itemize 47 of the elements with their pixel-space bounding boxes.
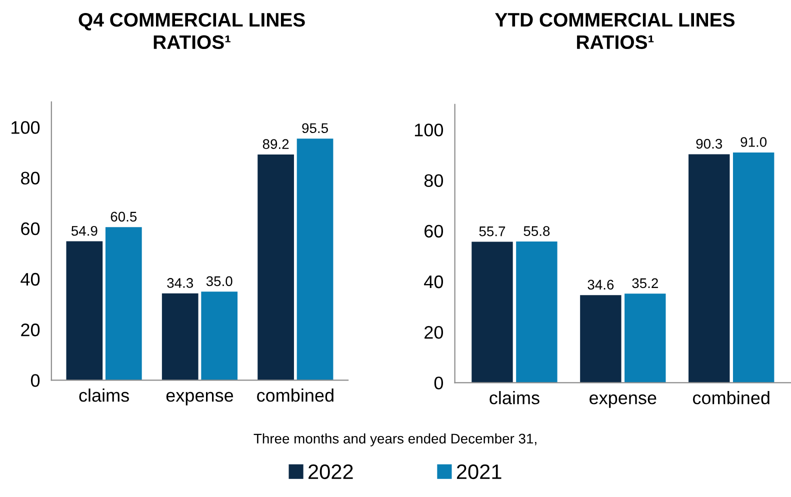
data-label: 91.0 [740, 137, 767, 147]
x-tick-label: combined [692, 391, 770, 404]
y-tick-label: 60 [424, 224, 444, 238]
data-label: 34.3 [167, 278, 194, 288]
data-label: 55.7 [479, 226, 506, 236]
y-tick-label: 40 [424, 275, 444, 288]
data-label: 95.5 [302, 123, 328, 134]
data-label: 90.3 [696, 138, 722, 149]
y-tick-label: 0 [30, 374, 40, 387]
x-tick-label: claims [79, 388, 129, 402]
legend-label: 2022 [308, 464, 353, 480]
y-tick-label: 100 [414, 124, 444, 136]
y-tick-label: 20 [424, 326, 444, 339]
data-label: 35.0 [206, 276, 232, 286]
x-tick-label: expense [166, 392, 234, 406]
y-tick-label: 100 [12, 121, 40, 134]
chart-title: Q4 COMMERCIAL LINES RATIOS¹ [78, 12, 305, 50]
data-label: 89.2 [262, 139, 289, 149]
bar [105, 227, 142, 380]
bar [732, 152, 774, 383]
bar [296, 138, 334, 380]
y-tick-label: 40 [20, 272, 40, 286]
legend-label: 2021 [456, 464, 502, 480]
text: Three months and years ended December 31, [254, 433, 536, 446]
y-tick-label: 80 [424, 174, 444, 187]
y-tick-label: 80 [21, 172, 40, 185]
data-label: 54.9 [71, 226, 98, 236]
x-tick-label: claims [490, 391, 540, 404]
bar [580, 295, 622, 383]
bar [516, 242, 558, 383]
data-label: 34.6 [588, 280, 614, 290]
bar [688, 154, 730, 383]
bar [624, 294, 666, 383]
data-label: 55.8 [524, 226, 550, 236]
x-tick-label: expense [590, 394, 656, 408]
data-label: 35.2 [632, 278, 658, 288]
bar [258, 154, 294, 380]
y-tick-label: 20 [21, 324, 40, 336]
bar [162, 293, 198, 380]
y-tick-label: 60 [21, 222, 40, 236]
bar [66, 241, 103, 380]
bar [472, 242, 513, 383]
chart-title: YTD COMMERCIAL LINES RATIOS¹ [495, 12, 735, 50]
data-label: 60.5 [110, 212, 137, 222]
bar [201, 292, 238, 380]
y-tick-label: 0 [434, 376, 444, 390]
x-tick-label: combined [257, 388, 334, 402]
